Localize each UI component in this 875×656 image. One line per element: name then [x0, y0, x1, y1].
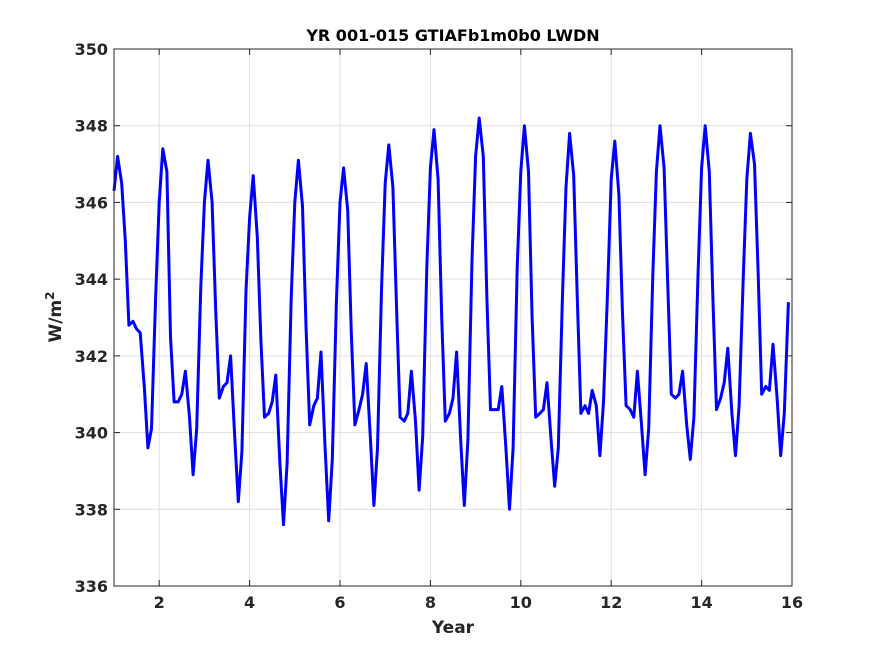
x-tick-label: 12: [600, 593, 622, 612]
plot-frame: [113, 48, 793, 587]
x-tick-label: 10: [510, 593, 532, 612]
series-line-lwdn: [112, 116, 790, 527]
x-tick-label: 14: [690, 593, 712, 612]
y-tick-label: 344: [75, 270, 108, 289]
y-axis-label: W/m2: [43, 291, 66, 342]
x-tick-label: 8: [425, 593, 436, 612]
x-axis-label: Year: [431, 618, 475, 638]
y-tick-label: 350: [75, 40, 108, 59]
x-tick-label: 2: [154, 593, 165, 612]
y-tick-label: 340: [75, 424, 108, 443]
plot-area: [114, 49, 792, 586]
y-tick-label: 342: [75, 347, 108, 366]
y-axis-label-base: W/m: [46, 300, 66, 343]
x-axis: 2 4 6 8 10 12 14 16: [154, 49, 803, 612]
x-tick-label: 6: [334, 593, 345, 612]
y-tick-label: 346: [75, 193, 108, 212]
chart-title: YR 001-015 GTIAFb1m0b0 LWDN: [305, 26, 599, 45]
y-tick-label: 336: [75, 577, 108, 596]
y-axis: 336 338 340 342 344 346 348 350: [75, 40, 792, 596]
y-tick-label: 348: [75, 117, 108, 136]
x-tick-label: 4: [244, 593, 255, 612]
y-axis-label-superscript: 2: [43, 291, 57, 299]
x-tick-label: 16: [781, 593, 803, 612]
y-tick-label: 338: [75, 500, 108, 519]
